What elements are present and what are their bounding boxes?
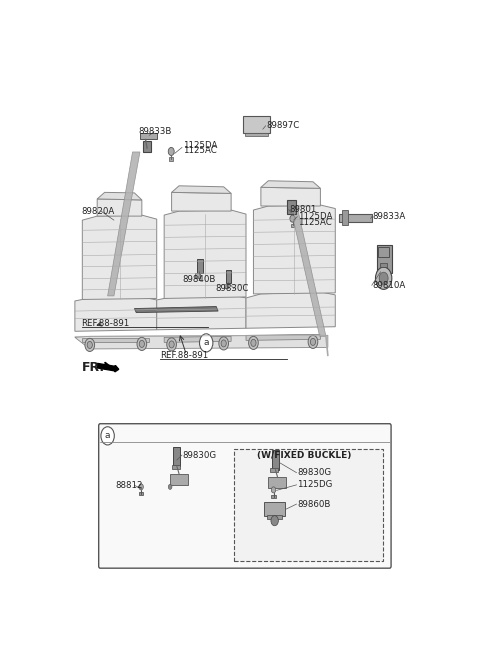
Text: a: a (105, 432, 110, 440)
Polygon shape (97, 199, 142, 216)
Text: 89897C: 89897C (266, 121, 300, 130)
Text: 1125DG: 1125DG (297, 480, 333, 489)
Bar (144, 141, 151, 152)
Bar (140, 133, 157, 139)
Polygon shape (246, 335, 321, 340)
Polygon shape (164, 337, 231, 342)
Polygon shape (164, 210, 246, 298)
Polygon shape (261, 188, 321, 206)
Circle shape (271, 516, 278, 525)
Circle shape (85, 338, 95, 352)
Text: 1125AC: 1125AC (298, 218, 332, 227)
Bar (169, 157, 173, 161)
Circle shape (308, 335, 318, 348)
Circle shape (251, 339, 256, 346)
Bar (271, 495, 276, 499)
Bar (268, 478, 286, 488)
Polygon shape (83, 215, 156, 299)
Text: REF.88-891: REF.88-891 (82, 319, 130, 328)
Bar (170, 474, 188, 485)
Polygon shape (156, 295, 246, 330)
Text: 89820A: 89820A (82, 207, 115, 216)
Bar (139, 493, 144, 495)
Polygon shape (75, 297, 156, 331)
Circle shape (87, 341, 92, 348)
Text: 89810A: 89810A (372, 281, 406, 290)
Bar (234, 449, 383, 561)
Circle shape (169, 341, 174, 348)
Text: FR.: FR. (82, 361, 105, 374)
Polygon shape (261, 181, 321, 188)
Circle shape (271, 487, 276, 493)
Polygon shape (108, 152, 140, 296)
Polygon shape (83, 338, 149, 342)
Bar (377, 245, 392, 273)
Bar (195, 273, 200, 278)
Bar (290, 224, 294, 227)
Bar (287, 200, 296, 214)
Circle shape (290, 215, 295, 222)
Polygon shape (246, 292, 335, 328)
FancyBboxPatch shape (99, 424, 391, 568)
Bar (380, 262, 387, 266)
Circle shape (379, 272, 388, 284)
Bar (378, 247, 389, 257)
Bar (245, 133, 267, 136)
Text: 89830G: 89830G (297, 468, 332, 477)
Text: 1125DA: 1125DA (183, 141, 217, 150)
Polygon shape (253, 205, 335, 294)
Text: REF.88-891: REF.88-891 (160, 350, 209, 359)
Circle shape (311, 338, 315, 346)
Circle shape (168, 148, 174, 155)
Circle shape (137, 337, 147, 350)
Circle shape (139, 340, 144, 348)
Circle shape (101, 427, 114, 445)
Circle shape (375, 267, 392, 289)
Text: a: a (204, 338, 209, 348)
Bar (226, 270, 231, 283)
Bar (272, 451, 279, 470)
Text: (W/FIXED BUCKLE): (W/FIXED BUCKLE) (257, 451, 351, 460)
Text: 89840B: 89840B (183, 275, 216, 284)
Bar (243, 116, 270, 133)
Bar (197, 258, 203, 273)
Text: 1125AC: 1125AC (183, 146, 216, 155)
Bar (264, 501, 286, 516)
Bar (270, 468, 278, 472)
Text: 89860B: 89860B (297, 499, 331, 508)
Bar (342, 210, 348, 225)
Circle shape (167, 338, 177, 351)
Bar (173, 447, 180, 466)
Bar (224, 284, 228, 289)
Polygon shape (290, 207, 326, 337)
Text: 89830C: 89830C (216, 284, 249, 293)
Text: 89830G: 89830G (183, 451, 217, 460)
Polygon shape (134, 306, 218, 313)
Bar (339, 214, 372, 222)
Circle shape (221, 340, 226, 347)
Text: 89833A: 89833A (372, 212, 406, 221)
Bar (267, 515, 282, 519)
Text: 89801: 89801 (289, 205, 316, 214)
Polygon shape (172, 186, 231, 194)
Polygon shape (75, 335, 328, 349)
Polygon shape (172, 192, 231, 211)
Circle shape (249, 337, 258, 350)
Circle shape (168, 484, 172, 489)
Bar (172, 464, 180, 468)
Circle shape (219, 337, 228, 350)
Text: 89833B: 89833B (138, 127, 171, 136)
Text: 88812: 88812 (115, 481, 143, 490)
FancyArrow shape (97, 363, 119, 372)
Text: 1125DA: 1125DA (298, 212, 333, 221)
Circle shape (139, 484, 144, 490)
Circle shape (200, 334, 213, 352)
Polygon shape (97, 192, 142, 200)
